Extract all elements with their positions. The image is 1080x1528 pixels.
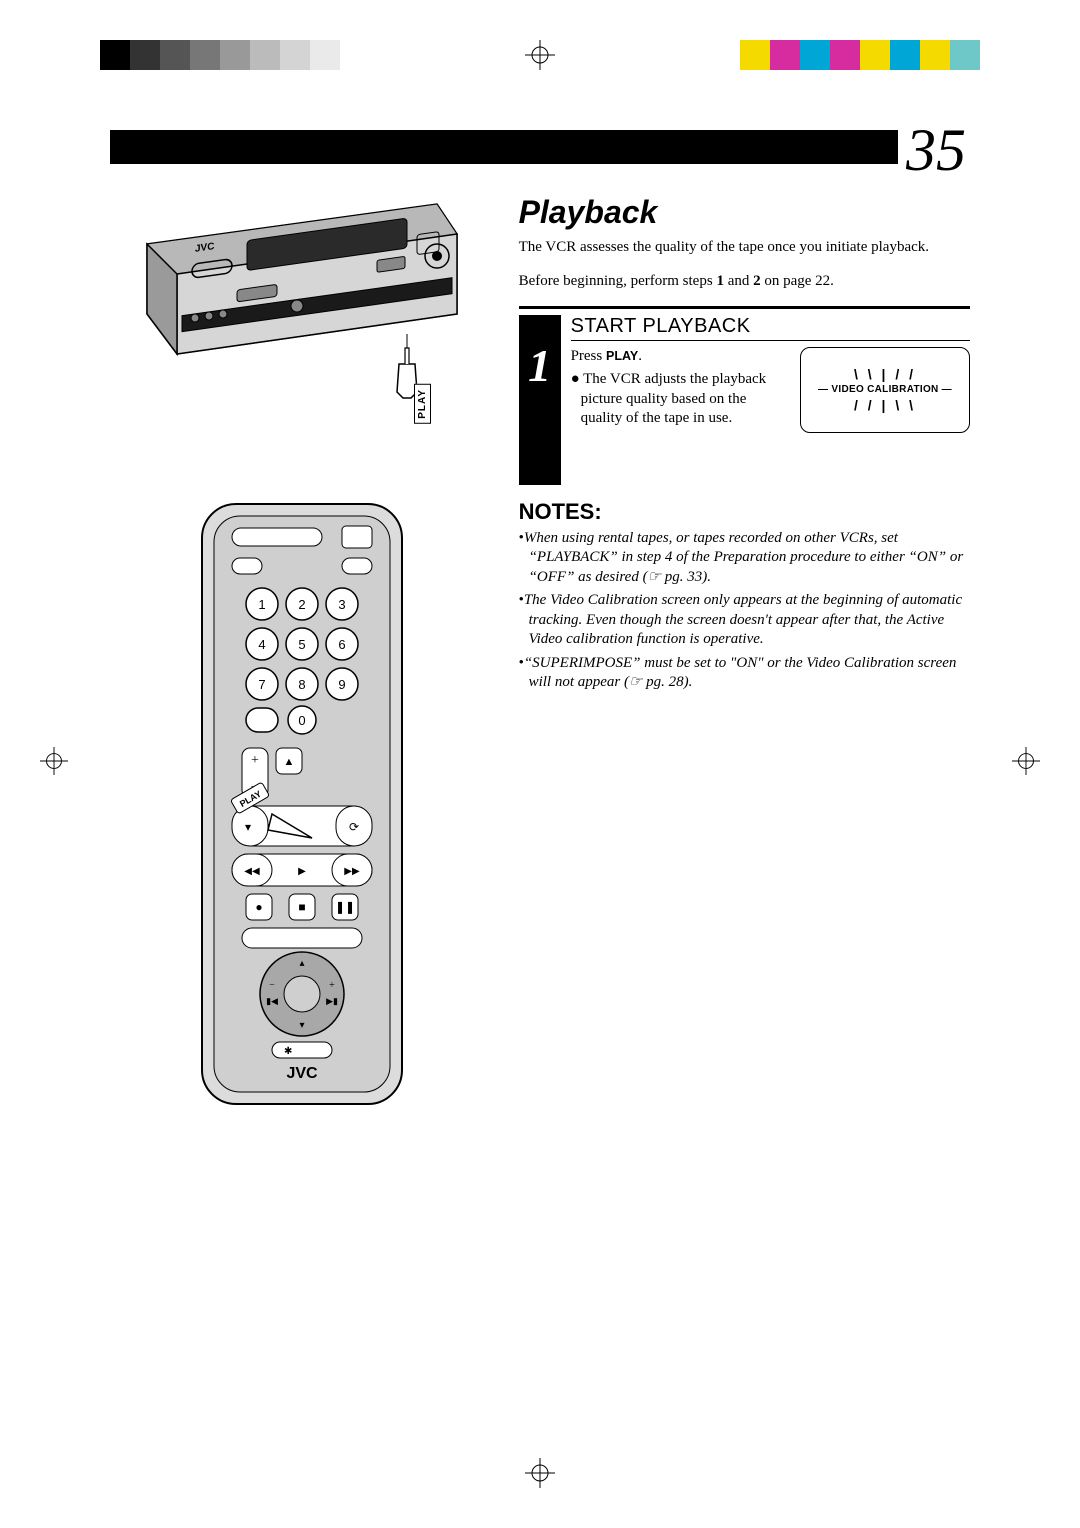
svg-text:7: 7 <box>259 677 266 692</box>
press-button: PLAY <box>606 349 638 363</box>
intro-2c: on page 22. <box>761 273 834 289</box>
notes-heading: NOTES: <box>519 499 970 525</box>
svg-text:5: 5 <box>299 637 306 652</box>
remote-illustration: 1 2 3 4 5 6 7 8 9 0 + − ▲ ▾ ⟳ <box>192 494 412 1114</box>
section-title: Playback <box>519 194 970 231</box>
page-content: 35 <box>110 130 970 1428</box>
press-label: Press <box>571 348 606 364</box>
video-calibration-box: \ \ | / / — VIDEO CALIBRATION — / / | \ … <box>800 347 970 433</box>
intro-2-bold1: 1 <box>716 273 724 289</box>
svg-text:■: ■ <box>299 900 306 914</box>
page-number-wrap: 35 <box>898 120 970 180</box>
svg-text:1: 1 <box>259 597 266 612</box>
svg-text:4: 4 <box>259 637 266 652</box>
rule-above-step <box>519 306 970 309</box>
svg-text:▮◀: ▮◀ <box>266 996 278 1006</box>
text-column: Playback The VCR assesses the quality of… <box>519 194 970 1114</box>
page-number: 35 <box>898 120 970 180</box>
svg-text:0: 0 <box>299 713 306 728</box>
svg-text:◀◀: ◀◀ <box>245 866 261 877</box>
step-title: START PLAYBACK <box>571 315 970 341</box>
header-bar <box>110 130 970 164</box>
intro-line-1: The VCR assesses the quality of the tape… <box>519 237 970 257</box>
svg-text:▴: ▴ <box>300 958 305 969</box>
svg-text:−: − <box>269 980 275 991</box>
notes-list: When using rental tapes, or tapes record… <box>519 529 970 693</box>
svg-text:3: 3 <box>339 597 346 612</box>
svg-text:9: 9 <box>339 677 346 692</box>
svg-text:8: 8 <box>299 677 306 692</box>
crop-mark-right <box>1012 747 1040 781</box>
step-block: 1 START PLAYBACK Press PLAY. ● The VCR a… <box>519 315 970 485</box>
press-suffix: . <box>638 348 642 364</box>
svg-text:❚❚: ❚❚ <box>335 900 355 914</box>
bullet-dot: ● <box>571 371 584 387</box>
note-item: When using rental tapes, or tapes record… <box>519 529 970 588</box>
intro-2-bold2: 2 <box>753 273 761 289</box>
step-text: Press PLAY. ● The VCR adjusts the playba… <box>571 347 788 433</box>
vcr-illustration: JVC <box>137 194 467 414</box>
registration-colors <box>740 40 980 70</box>
intro-2mid: and <box>724 273 753 289</box>
note-item: The Video Calibration screen only appear… <box>519 591 970 650</box>
svg-text:2: 2 <box>299 597 306 612</box>
illustration-column: JVC PLAY <box>110 194 495 1114</box>
svg-text:▶: ▶ <box>298 866 306 877</box>
svg-text:▶▶: ▶▶ <box>345 866 361 877</box>
svg-text:▾: ▾ <box>245 820 251 834</box>
svg-text:▲: ▲ <box>284 756 295 768</box>
manual-page: 35 <box>0 0 1080 1528</box>
svg-text:+: + <box>329 980 335 991</box>
svg-text:▾: ▾ <box>300 1020 305 1031</box>
calibration-label: — VIDEO CALIBRATION — <box>818 384 952 395</box>
crop-mark-left <box>40 747 68 781</box>
registration-grays <box>100 40 340 70</box>
svg-text:+: + <box>251 753 259 768</box>
svg-text:✱: ✱ <box>284 1046 292 1057</box>
step-number: 1 <box>519 315 561 485</box>
registration-mark-top <box>525 40 555 70</box>
svg-text:●: ● <box>256 900 263 914</box>
step-bullet: The VCR adjusts the playback picture qua… <box>581 371 767 426</box>
registration-mark-bottom <box>525 1458 555 1488</box>
svg-text:6: 6 <box>339 637 346 652</box>
note-item: “SUPERIMPOSE” must be set to "ON" or the… <box>519 654 970 693</box>
play-label-tag: PLAY <box>414 384 431 424</box>
intro-line-2: Before beginning, perform steps 1 and 2 … <box>519 271 970 291</box>
svg-text:▶▮: ▶▮ <box>326 996 338 1006</box>
remote-brand-text: JVC <box>287 1065 319 1082</box>
svg-text:⟳: ⟳ <box>349 820 359 834</box>
rays-bottom: / / | \ \ <box>854 397 916 413</box>
intro-2a: Before beginning, perform steps <box>519 273 717 289</box>
rays-top: \ \ | / / <box>854 366 916 382</box>
